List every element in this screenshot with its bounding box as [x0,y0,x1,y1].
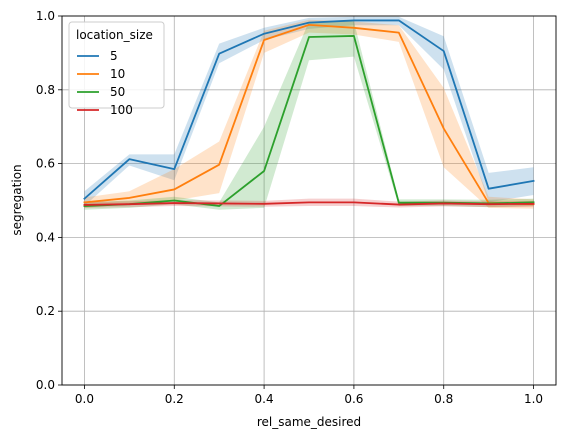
y-tick-label-3: 0.6 [36,157,55,171]
legend-label-100: 100 [110,103,133,117]
y-tick-label-4: 0.8 [36,83,55,97]
x-tick-label-3: 0.6 [344,392,363,406]
x-tick-label-5: 1.0 [524,392,543,406]
legend: location_size 5 10 50 100 [69,22,164,117]
y-tick-label-0: 0.0 [36,378,55,392]
legend-title: location_size [76,28,153,42]
x-tick-label-1: 0.2 [165,392,184,406]
legend-label-5: 5 [110,49,118,63]
legend-label-10: 10 [110,67,125,81]
x-axis-label: rel_same_desired [257,415,361,429]
x-tick-label-4: 0.8 [434,392,453,406]
x-tick-label-0: 0.0 [75,392,94,406]
y-axis-label: segregation [10,164,24,235]
x-tick-label-2: 0.4 [255,392,274,406]
y-tick-label-5: 1.0 [36,9,55,23]
legend-label-50: 50 [110,85,125,99]
y-tick-label-2: 0.4 [36,230,55,244]
y-tick-label-1: 0.2 [36,304,55,318]
